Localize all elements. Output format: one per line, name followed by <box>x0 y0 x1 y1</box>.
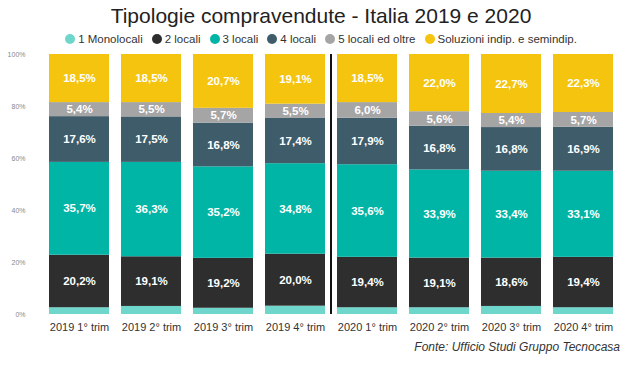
svg-text:17,9%: 17,9% <box>351 135 384 147</box>
svg-text:16,9%: 16,9% <box>567 143 600 155</box>
svg-text:100%: 100% <box>8 51 26 58</box>
svg-text:33,9%: 33,9% <box>423 208 456 220</box>
svg-text:36,3%: 36,3% <box>135 203 168 215</box>
svg-text:20,7%: 20,7% <box>207 75 240 87</box>
svg-text:35,6%: 35,6% <box>351 205 384 217</box>
svg-text:18,5%: 18,5% <box>135 72 168 84</box>
html-text:Tipologie compravendute - Ital: Tipologie compravendute - Italia 2019 e … <box>110 4 532 27</box>
svg-text:5,4%: 5,4% <box>498 114 524 126</box>
svg-text:2019 2° trim: 2019 2° trim <box>122 321 181 333</box>
svg-text:2020 1° trim: 2020 1° trim <box>338 321 397 333</box>
svg-text:5,5%: 5,5% <box>282 105 308 117</box>
svg-text:5,7%: 5,7% <box>570 114 596 126</box>
svg-text:22,0%: 22,0% <box>423 77 456 89</box>
svg-text:18,5%: 18,5% <box>351 72 384 84</box>
svg-text:80%: 80% <box>11 103 25 110</box>
svg-text:0%: 0% <box>15 311 25 318</box>
svg-text:33,1%: 33,1% <box>567 208 600 220</box>
svg-text:19,1%: 19,1% <box>279 73 312 85</box>
svg-text:20,2%: 20,2% <box>63 275 96 287</box>
svg-text:2019 4° trim: 2019 4° trim <box>266 321 325 333</box>
svg-text:22,3%: 22,3% <box>567 77 600 89</box>
html-text:Fonte: Ufficio Studi Gruppo Te: Fonte: Ufficio Studi Gruppo Tecnocasa <box>414 340 620 354</box>
svg-text:19,1%: 19,1% <box>423 277 456 289</box>
svg-text:18,5%: 18,5% <box>63 72 96 84</box>
svg-text:20,0%: 20,0% <box>279 274 312 286</box>
svg-text:5,6%: 5,6% <box>426 113 452 125</box>
svg-text:34,8%: 34,8% <box>279 203 312 215</box>
svg-text:19,2%: 19,2% <box>207 277 240 289</box>
svg-text:18,6%: 18,6% <box>495 276 528 288</box>
html-text:1 Monolocali: 1 Monolocali <box>78 33 143 45</box>
svg-text:2019 1° trim: 2019 1° trim <box>50 321 109 333</box>
svg-text:16,8%: 16,8% <box>423 142 456 154</box>
svg-text:2020 2° trim: 2020 2° trim <box>410 321 469 333</box>
svg-text:5,5%: 5,5% <box>138 103 164 115</box>
html-text:3 locali: 3 locali <box>222 33 259 45</box>
html-text:5 locali ed oltre: 5 locali ed oltre <box>338 33 416 45</box>
svg-text:19,4%: 19,4% <box>351 276 384 288</box>
svg-text:60%: 60% <box>11 155 25 162</box>
svg-text:5,4%: 5,4% <box>66 103 92 115</box>
html-text:Soluzioni indip. e semindip.: Soluzioni indip. e semindip. <box>437 33 577 45</box>
html-text:4 locali: 4 locali <box>280 33 317 45</box>
html-text:2 locali: 2 locali <box>164 33 201 45</box>
svg-text:40%: 40% <box>11 207 25 214</box>
svg-text:20%: 20% <box>11 259 25 266</box>
svg-text:16,8%: 16,8% <box>495 143 528 155</box>
svg-text:19,1%: 19,1% <box>135 275 168 287</box>
svg-text:22,7%: 22,7% <box>495 78 528 90</box>
svg-text:33,4%: 33,4% <box>495 208 528 220</box>
svg-text:6,0%: 6,0% <box>354 104 380 116</box>
svg-text:16,8%: 16,8% <box>207 139 240 151</box>
svg-text:35,2%: 35,2% <box>207 206 240 218</box>
svg-text:17,4%: 17,4% <box>279 135 312 147</box>
svg-text:35,7%: 35,7% <box>63 202 96 214</box>
svg-text:19,4%: 19,4% <box>567 276 600 288</box>
svg-text:2020 3° trim: 2020 3° trim <box>482 321 541 333</box>
svg-text:17,5%: 17,5% <box>135 133 168 145</box>
svg-text:5,7%: 5,7% <box>210 109 236 121</box>
svg-text:2020 4° trim: 2020 4° trim <box>554 321 613 333</box>
svg-text:17,6%: 17,6% <box>63 133 96 145</box>
svg-text:2019 3° trim: 2019 3° trim <box>194 321 253 333</box>
